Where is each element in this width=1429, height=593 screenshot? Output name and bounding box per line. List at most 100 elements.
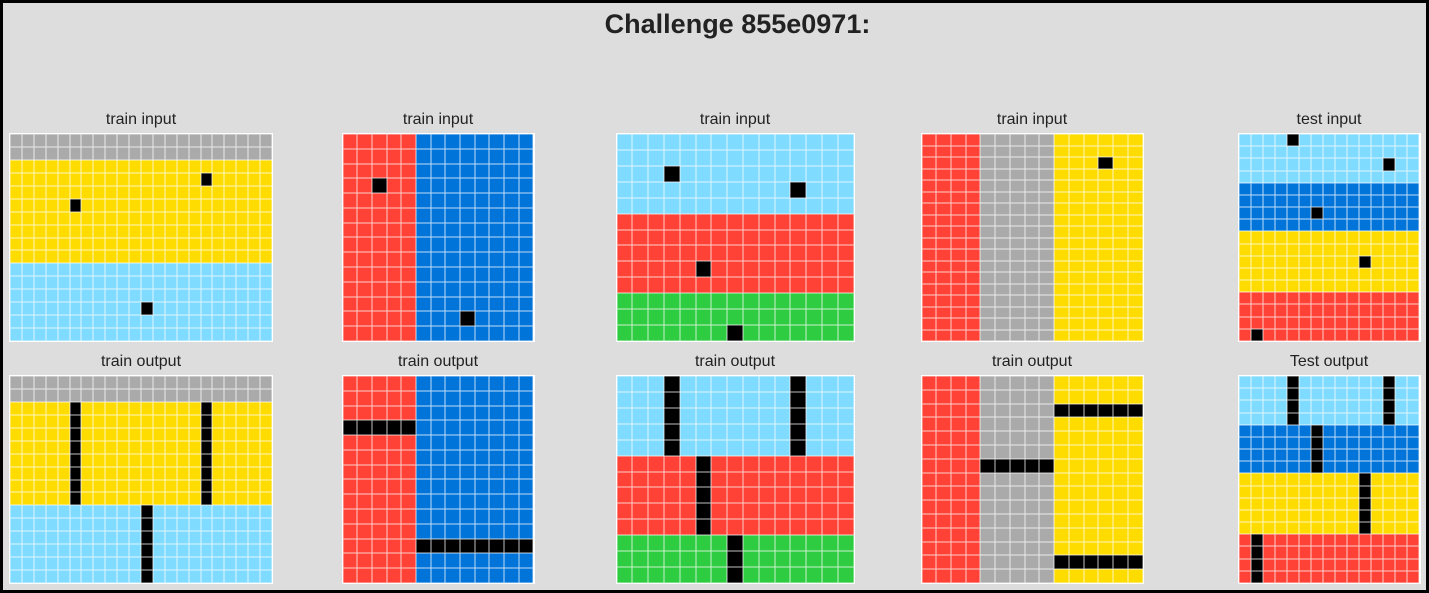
grid-cell xyxy=(1359,207,1372,220)
grid-cell xyxy=(357,267,372,282)
grid-cell xyxy=(1359,182,1372,195)
grid-cell xyxy=(806,423,822,440)
grid-cell xyxy=(504,148,519,164)
grid-cell xyxy=(1383,570,1396,583)
grid-cell xyxy=(371,178,387,194)
grid-cell xyxy=(837,391,854,408)
grid-cell xyxy=(1024,283,1040,295)
grid-cell xyxy=(1322,292,1336,305)
grid-cell xyxy=(260,250,272,264)
grid-cell xyxy=(69,466,82,480)
grid-cell xyxy=(980,403,996,418)
grid-cell xyxy=(1127,329,1143,341)
grid-cell xyxy=(1083,389,1099,404)
grid-cell xyxy=(152,492,165,506)
grid-cell xyxy=(616,213,633,230)
grid-cell xyxy=(1098,168,1114,180)
grid-cell xyxy=(176,492,189,506)
grid-cell xyxy=(200,453,213,467)
grid-cell xyxy=(1322,194,1336,208)
grid-cell xyxy=(141,172,153,186)
grid-cell xyxy=(518,163,534,179)
grid-cell xyxy=(386,134,402,149)
grid-cell xyxy=(401,553,416,569)
grid-cell xyxy=(460,390,475,406)
grid-cell xyxy=(445,464,461,480)
grid-cell xyxy=(980,417,996,432)
grid-cell xyxy=(212,557,225,571)
grid-cell xyxy=(105,518,118,532)
grid-cell xyxy=(1274,449,1287,462)
grid-cell xyxy=(1347,280,1360,293)
grid-cell xyxy=(632,567,649,583)
grid-cell xyxy=(1024,329,1040,341)
grid-cell xyxy=(212,544,225,558)
grid-cell xyxy=(10,440,22,454)
grid-cell xyxy=(460,193,475,208)
grid-cell xyxy=(224,531,237,545)
grid-cell xyxy=(200,134,213,147)
grid-cell xyxy=(727,471,743,488)
grid-cell xyxy=(33,427,46,441)
grid-cell xyxy=(188,159,201,173)
grid-cell xyxy=(806,407,822,424)
grid-cell xyxy=(445,148,461,164)
grid-cell xyxy=(430,326,446,341)
grid-cell xyxy=(342,509,358,524)
grid-cell xyxy=(1347,485,1360,498)
grid-cell xyxy=(1347,292,1360,305)
grid-cell xyxy=(1335,449,1348,462)
grid-cell xyxy=(921,472,937,487)
grid-cell xyxy=(248,211,261,225)
grid-cell xyxy=(445,326,461,341)
grid-cell xyxy=(129,211,141,225)
grid-cell xyxy=(386,553,402,569)
grid-cell xyxy=(1359,424,1372,437)
grid-cell xyxy=(200,427,213,441)
grid-cell xyxy=(105,224,118,238)
grid-cell xyxy=(236,302,249,316)
grid-cell xyxy=(1359,280,1372,293)
grid-cell xyxy=(727,407,743,424)
grid-cell xyxy=(774,197,791,214)
grid-cell xyxy=(648,134,664,150)
grid-cell xyxy=(33,134,46,147)
grid-cell xyxy=(1068,249,1084,261)
grid-cell xyxy=(1054,500,1069,514)
grid-cell xyxy=(401,509,416,524)
grid-cell xyxy=(33,518,46,532)
grid-cell xyxy=(10,198,22,212)
grid-cell xyxy=(632,134,649,150)
grid-cell xyxy=(1039,157,1055,169)
grid-cell xyxy=(1286,328,1299,341)
grid-cell xyxy=(742,261,759,278)
grid-cell xyxy=(1383,292,1396,305)
grid-cell xyxy=(1238,497,1251,510)
grid-cell xyxy=(616,165,633,182)
grid-cell xyxy=(711,567,728,583)
grid-cell xyxy=(117,250,130,264)
grid-cell xyxy=(1238,558,1251,571)
grid-cell xyxy=(371,222,387,238)
grid-cell xyxy=(129,376,141,389)
grid-cell xyxy=(1310,412,1323,425)
grid-cell xyxy=(371,523,387,539)
grid-cell xyxy=(1068,458,1084,473)
grid-cell xyxy=(995,283,1010,295)
grid-cell xyxy=(1322,461,1336,474)
grid-cell xyxy=(129,302,141,316)
grid-cell xyxy=(117,401,130,415)
grid-cell xyxy=(1310,170,1323,183)
grid-cell xyxy=(995,180,1010,192)
grid-cell xyxy=(995,260,1010,272)
grid-cell xyxy=(774,487,791,504)
grid-cell xyxy=(33,376,46,389)
grid-cell xyxy=(489,193,505,208)
grid-cell xyxy=(1286,194,1299,208)
grid-cell xyxy=(821,325,838,341)
grid-cell xyxy=(1250,146,1263,159)
grid-cell xyxy=(386,281,402,297)
grid-cell xyxy=(248,328,261,341)
grid-cell xyxy=(1024,569,1040,583)
grid-cell xyxy=(224,302,237,316)
